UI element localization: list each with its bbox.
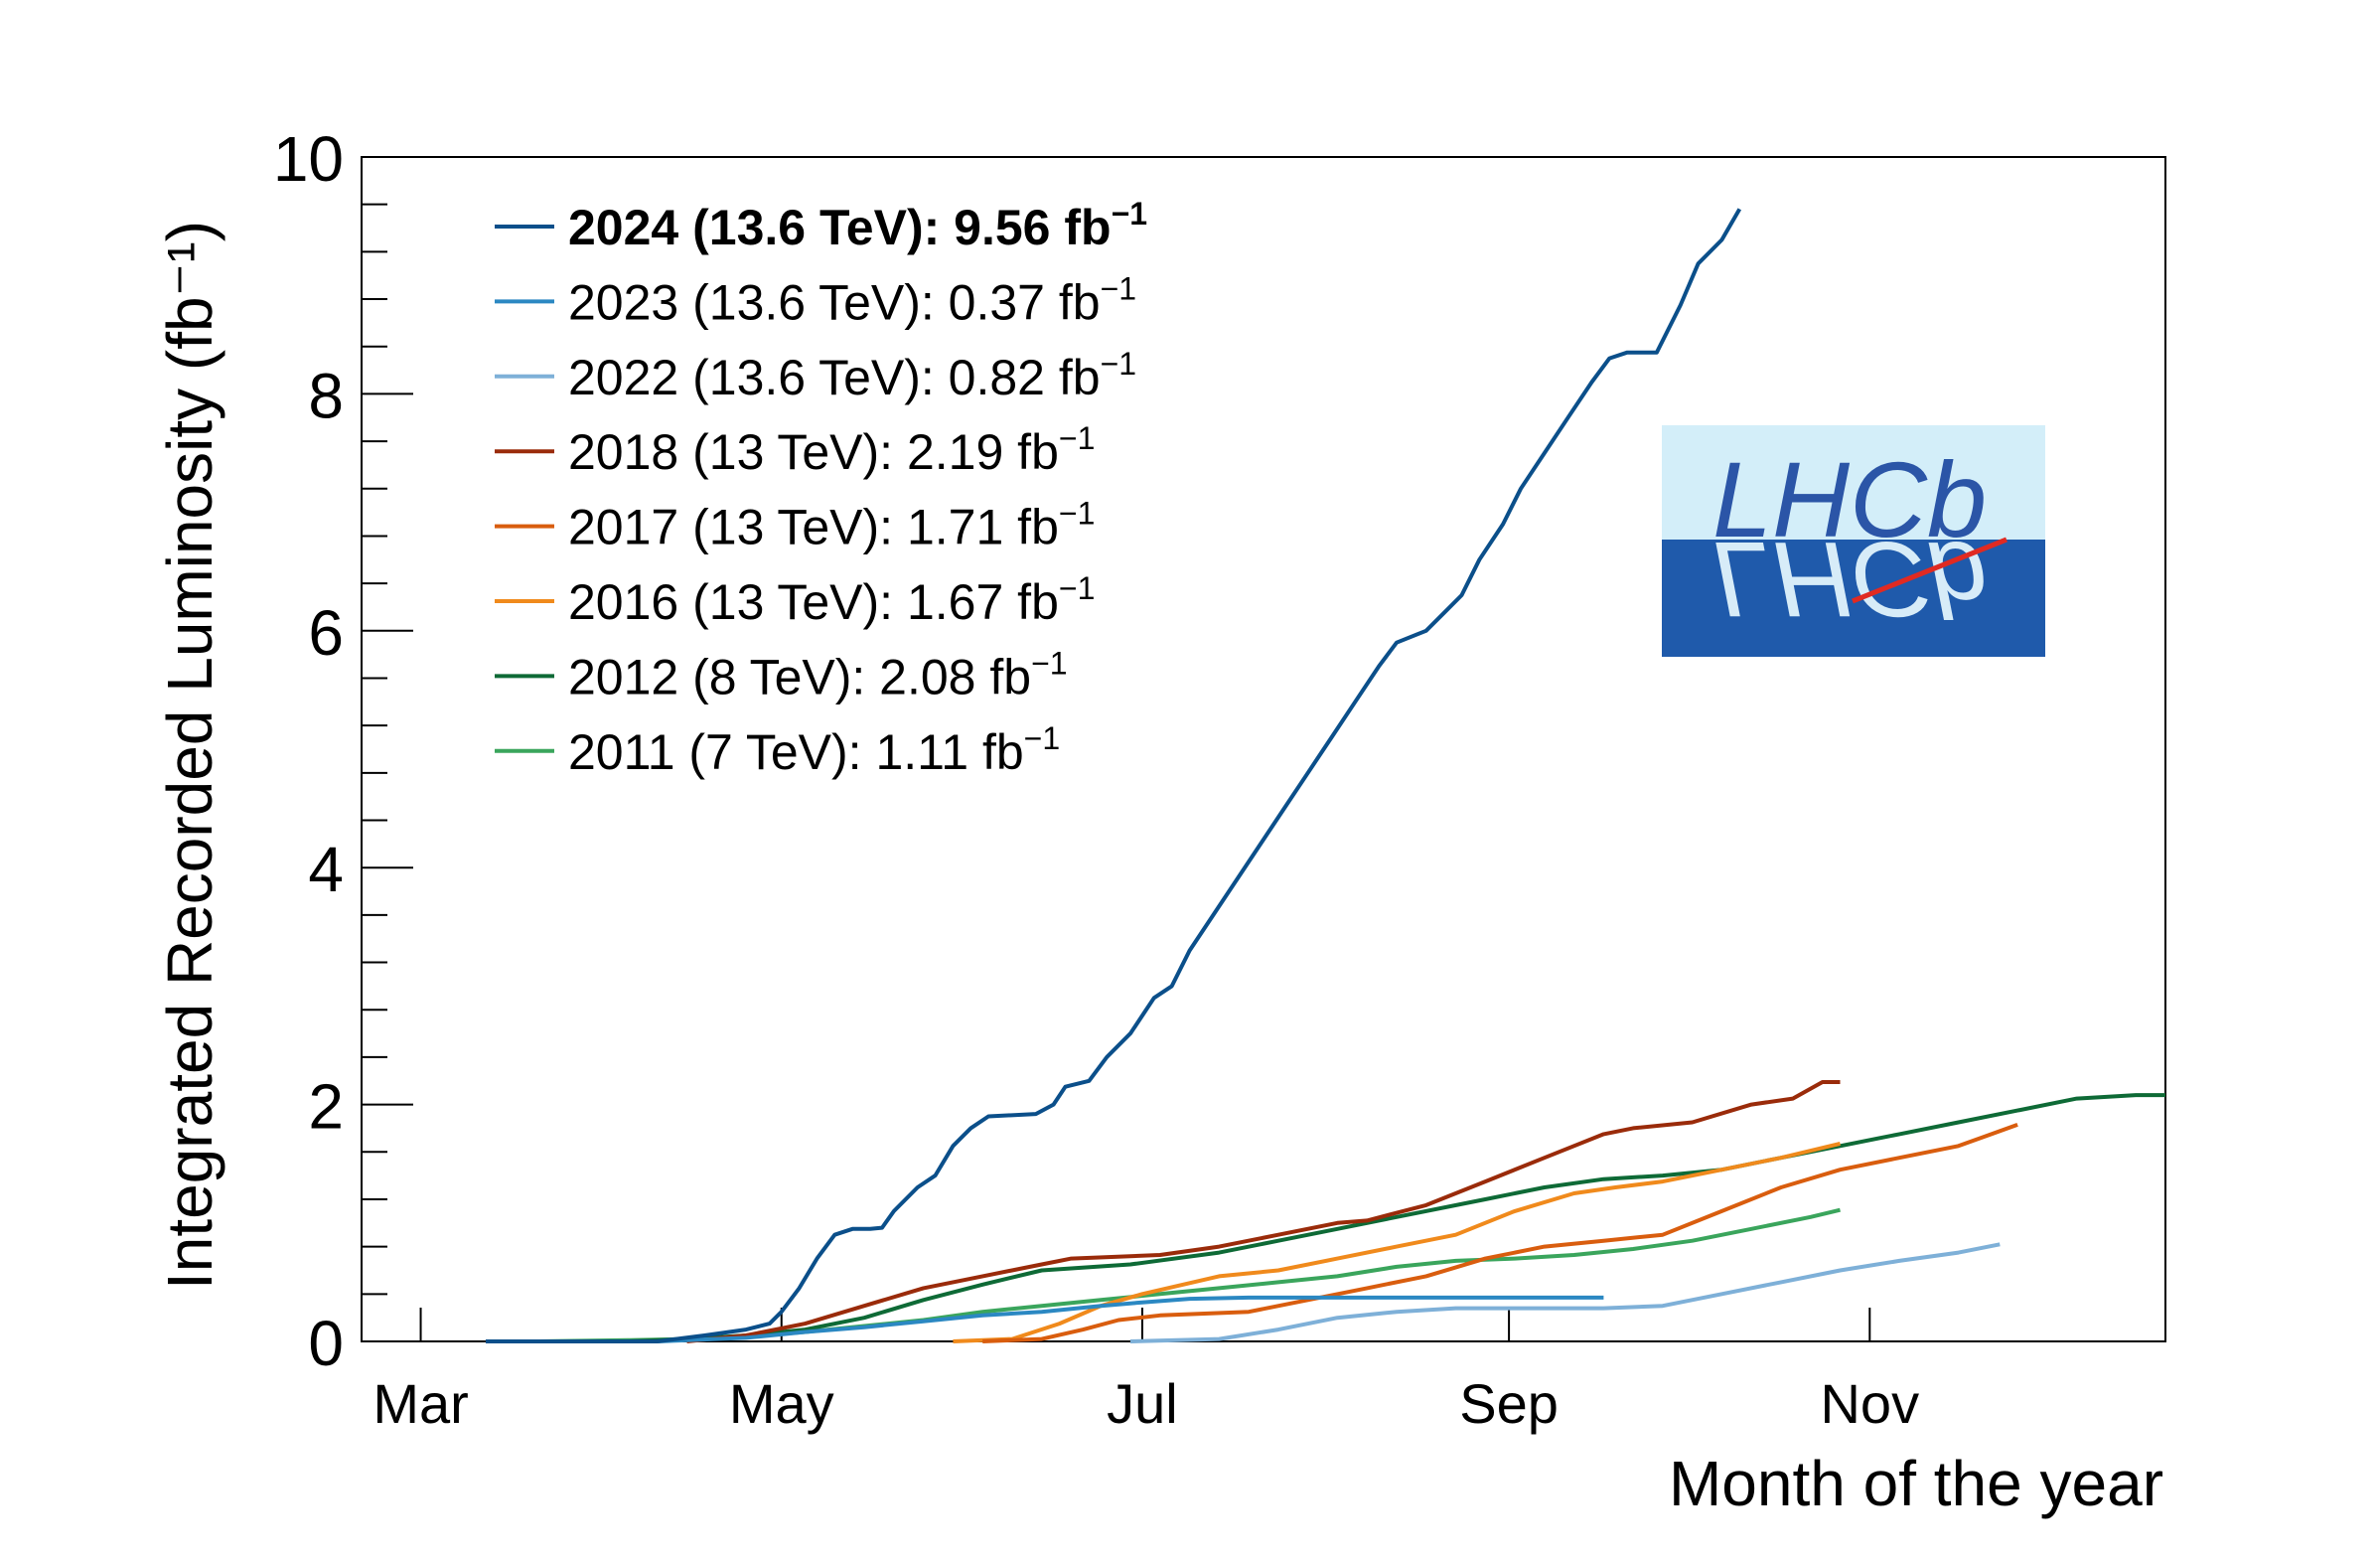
x-tick-label: Mar xyxy=(372,1372,468,1435)
plot-area: 0 2 4 6 8 10 Mar May Jul Sep Nov xyxy=(273,123,2166,1435)
y-axis-label: Integrated Recorded Luminosity (fb⁻¹) xyxy=(154,221,225,1290)
y-tick-label: 4 xyxy=(308,834,344,905)
legend-entry: 2011 (7 TeV): 1.11 fb−1 xyxy=(568,720,1060,780)
lhcb-logo: LHCb LHCb xyxy=(1662,425,2045,657)
logo-slash xyxy=(1852,537,2008,604)
series-line xyxy=(982,1123,2018,1343)
series-line xyxy=(686,1080,1841,1343)
logo-reflection: LHCb xyxy=(1712,520,1987,640)
legend-entry: 2018 (13 TeV): 2.19 fb−1 xyxy=(568,420,1095,480)
y-axis-ticks: 0 2 4 6 8 10 xyxy=(273,123,413,1379)
series-line xyxy=(627,1093,2165,1343)
y-tick-label: 10 xyxy=(273,123,344,195)
plot-frame xyxy=(361,156,2166,1342)
legend-entry: 2012 (8 TeV): 2.08 fb−1 xyxy=(568,645,1068,704)
y-tick-label: 8 xyxy=(308,360,344,431)
x-axis-label: Month of the year xyxy=(1669,1448,2163,1519)
legend-entry: 2016 (13 TeV): 1.67 fb−1 xyxy=(568,570,1095,630)
legend-entry: 2024 (13.6 TeV): 9.56 fb−1 xyxy=(568,196,1147,255)
series-lines xyxy=(486,208,2165,1343)
x-tick-label: Nov xyxy=(1820,1372,1919,1435)
logo-top-band xyxy=(1662,425,2045,540)
y-tick-label: 2 xyxy=(308,1071,344,1143)
x-tick-label: Jul xyxy=(1107,1372,1178,1435)
x-tick-label: Sep xyxy=(1459,1372,1559,1435)
legend-entry: 2022 (13.6 TeV): 0.82 fb−1 xyxy=(568,346,1136,405)
series-line xyxy=(1129,1242,2001,1343)
y-tick-label: 0 xyxy=(308,1308,344,1379)
legend-entry: 2023 (13.6 TeV): 0.37 fb−1 xyxy=(568,270,1136,330)
y-tick-label: 6 xyxy=(308,597,344,669)
x-tick-label: May xyxy=(729,1372,834,1435)
series-line xyxy=(953,1141,1841,1343)
legend: 2024 (13.6 TeV): 9.56 fb−1 2023 (13.6 TeV… xyxy=(495,196,1147,780)
logo-text: LHCb xyxy=(1712,439,1987,559)
legend-entry: 2017 (13 TeV): 1.71 fb−1 xyxy=(568,496,1095,555)
x-axis-ticks: Mar May Jul Sep Nov xyxy=(372,1308,1919,1435)
series-line xyxy=(486,208,1742,1343)
series-line xyxy=(657,1295,1604,1343)
